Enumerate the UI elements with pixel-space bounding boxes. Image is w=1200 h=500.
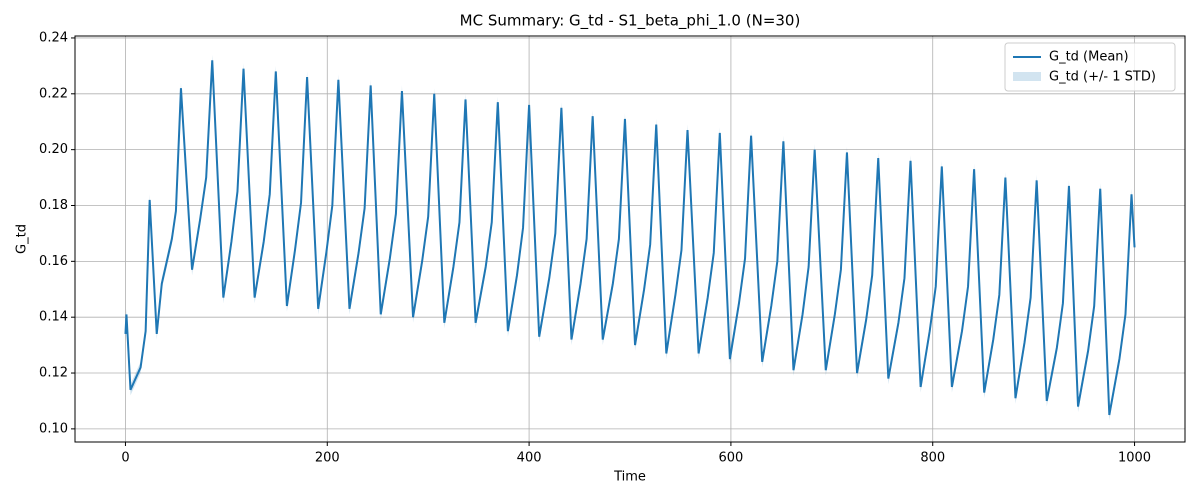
legend-label: G_td (+/- 1 STD) bbox=[1049, 70, 1156, 85]
y-tick-label: 0.22 bbox=[39, 86, 68, 101]
y-tick-label: 0.18 bbox=[39, 198, 68, 213]
x-tick-label: 800 bbox=[920, 451, 945, 466]
chart-title: MC Summary: G_td - S1_beta_phi_1.0 (N=30… bbox=[460, 12, 801, 31]
mean-line bbox=[124, 60, 1136, 416]
legend-box bbox=[1004, 42, 1176, 92]
legend-label: G_td (Mean) bbox=[1049, 50, 1129, 65]
x-axis-label: Time bbox=[613, 470, 646, 485]
y-tick-label: 0.12 bbox=[39, 366, 68, 381]
y-tick-label: 0.24 bbox=[39, 30, 68, 45]
x-tick-label: 0 bbox=[121, 451, 129, 466]
y-tick-label: 0.16 bbox=[39, 254, 68, 269]
x-tick-label: 1000 bbox=[1118, 451, 1151, 466]
y-axis-label: G_td bbox=[15, 224, 30, 254]
y-tick-label: 0.20 bbox=[39, 142, 68, 157]
plot-frame bbox=[74, 35, 1186, 443]
x-tick-label: 600 bbox=[718, 451, 743, 466]
y-tick-label: 0.14 bbox=[39, 310, 68, 325]
x-tick-label: 400 bbox=[517, 451, 542, 466]
y-tick-label: 0.10 bbox=[39, 421, 68, 436]
x-tick-label: 200 bbox=[315, 451, 340, 466]
legend-swatch bbox=[1013, 72, 1041, 81]
